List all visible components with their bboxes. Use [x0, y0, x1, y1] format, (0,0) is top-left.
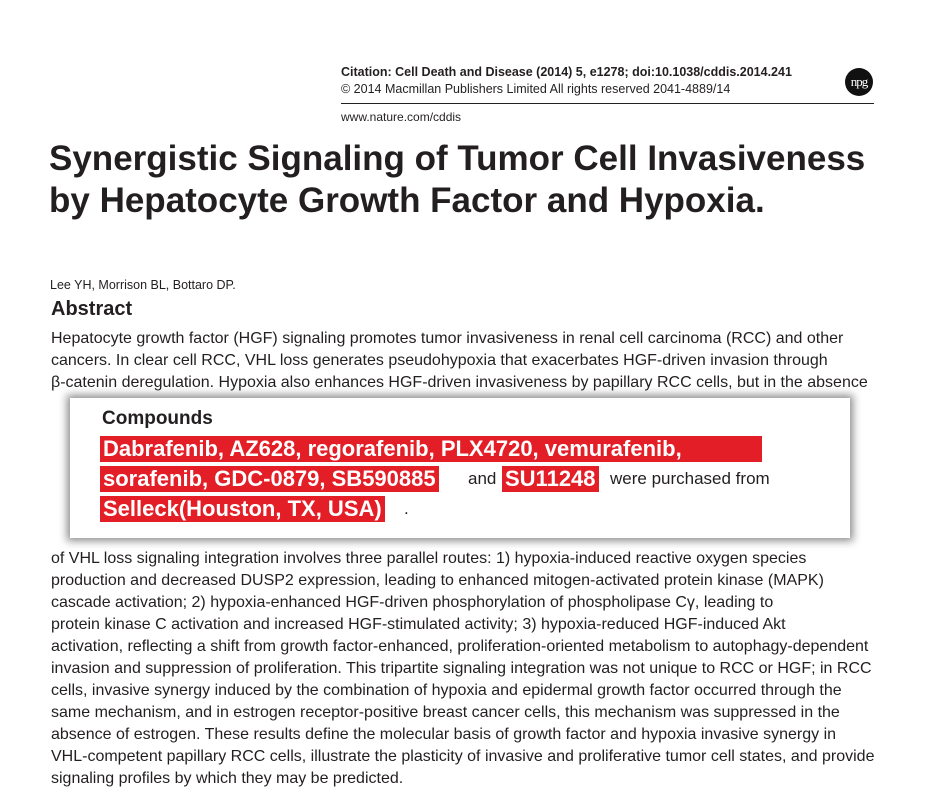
abstract-line: cancers. In clear cell RCC, VHL loss gen…: [51, 352, 828, 369]
header-divider: [341, 103, 874, 104]
compounds-callout: Compounds Dabrafenib, AZ628, regorafenib…: [70, 398, 850, 538]
copyright: © 2014 Macmillan Publishers Limited All …: [341, 82, 731, 96]
abstract-body-top: Hepatocyte growth factor (HGF) signaling…: [51, 328, 911, 394]
abstract-body-bottom: of VHL loss signaling integration involv…: [51, 548, 911, 790]
supplier-highlight: Selleck(Houston, TX, USA): [100, 496, 385, 522]
abstract-line: VHL-competent papillary RCC cells, illus…: [51, 748, 875, 765]
journal-url[interactable]: www.nature.com/cddis: [341, 110, 462, 124]
npg-logo-icon: npg: [845, 68, 873, 96]
abstract-line: protein kinase C activation and increase…: [51, 616, 786, 633]
abstract-line: same mechanism, and in estrogen receptor…: [51, 704, 840, 721]
and-text: and: [468, 469, 497, 488]
abstract-line: invasion and suppression of proliferatio…: [51, 660, 872, 677]
period: .: [404, 499, 409, 518]
purchased-text: were purchased from: [610, 469, 770, 488]
abstract-line: activation, reflecting a shift from grow…: [51, 638, 869, 655]
abstract-line: Hepatocyte growth factor (HGF) signaling…: [51, 330, 844, 347]
abstract-line: absence of estrogen. These results defin…: [51, 726, 837, 743]
abstract-line: cells, invasive synergy induced by the c…: [51, 682, 842, 699]
compound-su11248: SU11248: [502, 466, 599, 492]
abstract-line: β-catenin deregulation. Hypoxia also enh…: [51, 374, 868, 391]
citation: Citation: Cell Death and Disease (2014) …: [341, 65, 792, 79]
compounds-heading: Compounds: [102, 408, 213, 429]
abstract-line: production and decreased DUSP2 expressio…: [51, 572, 824, 589]
abstract-line: signaling profiles by which they may be …: [51, 770, 404, 787]
compounds-highlight-line-1: Dabrafenib, AZ628, regorafenib, PLX4720,…: [100, 436, 762, 462]
abstract-line: of VHL loss signaling integration involv…: [51, 550, 807, 567]
compounds-highlight-line-2: sorafenib, GDC-0879, SB590885: [100, 466, 439, 492]
abstract-line: cascade activation; 2) hypoxia-enhanced …: [51, 594, 774, 611]
paper-title: Synergistic Signaling of Tumor Cell Inva…: [49, 139, 866, 220]
authors: Lee YH, Morrison BL, Bottaro DP.: [50, 278, 236, 292]
abstract-heading: Abstract: [51, 298, 133, 320]
